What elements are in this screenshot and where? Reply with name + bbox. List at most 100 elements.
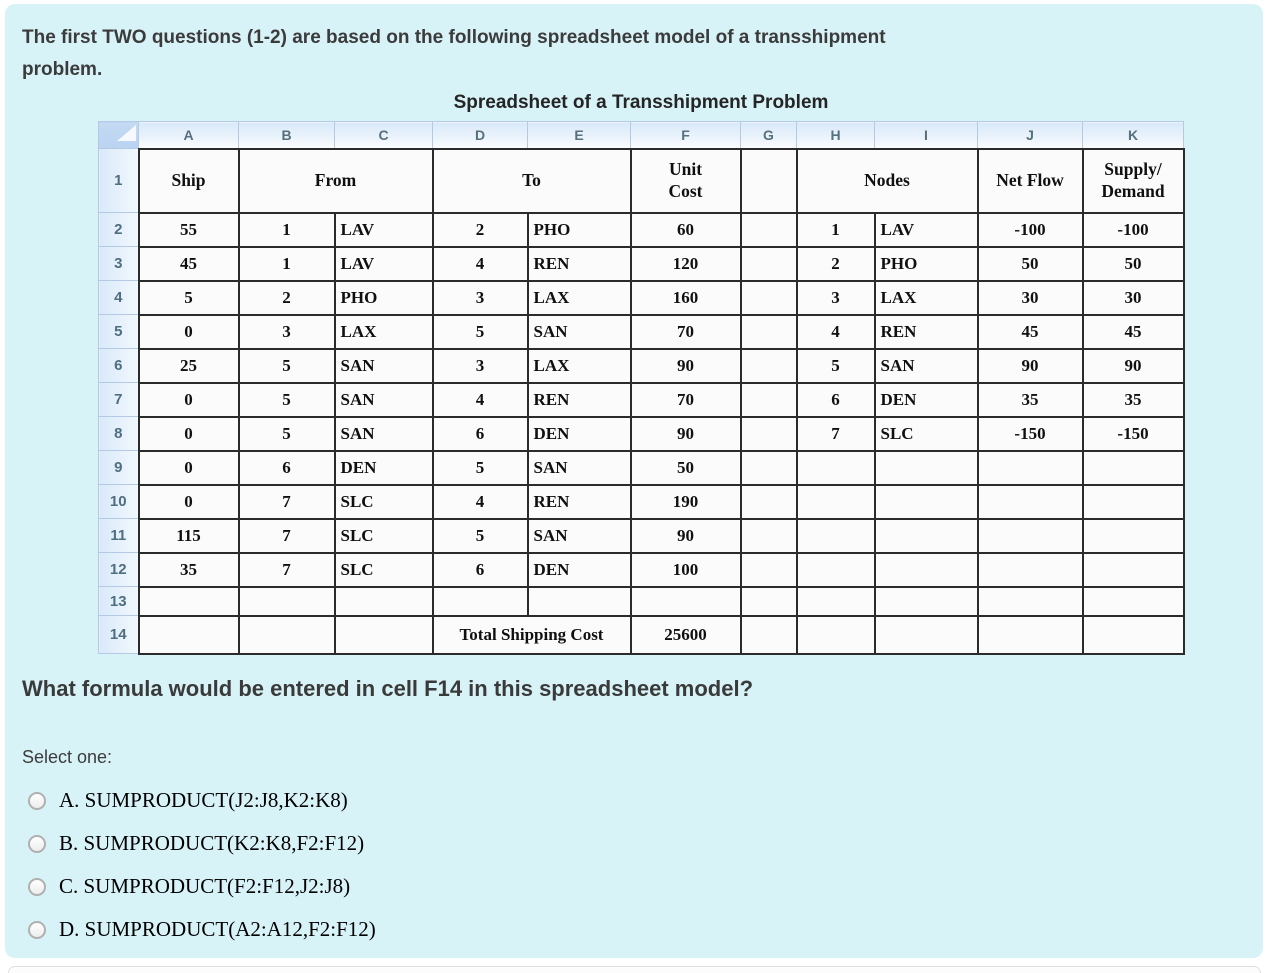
radio-option-b[interactable] — [28, 834, 46, 853]
cell-K11 — [1081, 517, 1185, 554]
corner-triangle-icon — [117, 125, 136, 141]
option-d[interactable]: D. SUMPRODUCT(A2:A12,F2:F12) — [28, 908, 376, 951]
column-header-C: C — [334, 121, 433, 149]
cell-B8: 5 — [237, 415, 336, 452]
cell-F9: 50 — [629, 449, 742, 486]
cell-H9 — [795, 449, 876, 486]
row-header-3: 3 — [98, 246, 139, 281]
cell-H2: 1 — [795, 211, 876, 248]
column-header-F: F — [630, 121, 741, 149]
cell-J14 — [976, 614, 1084, 655]
cell-A6: 25 — [137, 347, 240, 384]
row-header-2: 2 — [98, 212, 139, 247]
cell-D6: 3 — [431, 347, 529, 384]
cell-F5: 70 — [629, 313, 742, 350]
cell-E5: SAN — [526, 313, 632, 350]
row-header-12: 12 — [98, 552, 139, 587]
row-header-1: 1 — [98, 148, 139, 213]
cell-B10: 7 — [237, 483, 336, 520]
cell-F6: 90 — [629, 347, 742, 384]
cell-F4: 160 — [629, 279, 742, 316]
cell-B3: 1 — [237, 245, 336, 282]
instruction-line-1: The first TWO questions (1-2) are based … — [22, 27, 886, 48]
cell-B11: 7 — [237, 517, 336, 554]
cell-C10: SLC — [333, 483, 434, 520]
cell-H11 — [795, 517, 876, 554]
cell-J1: Net Flow — [976, 147, 1084, 214]
cell-G2 — [739, 211, 798, 248]
select-all-corner — [98, 121, 139, 149]
row-header-11: 11 — [98, 518, 139, 553]
option-a-label[interactable]: A. SUMPRODUCT(J2:J8,K2:K8) — [59, 788, 348, 812]
cell-E13 — [526, 585, 632, 617]
radio-option-d[interactable] — [28, 920, 46, 939]
cell-I7: DEN — [873, 381, 979, 418]
cell-B9: 6 — [237, 449, 336, 486]
column-header-K: K — [1082, 121, 1184, 149]
option-b[interactable]: B. SUMPRODUCT(K2:K8,F2:F12) — [28, 822, 376, 865]
cell-I5: REN — [873, 313, 979, 350]
cell-H4: 3 — [795, 279, 876, 316]
cell-I8: SLC — [873, 415, 979, 452]
cell-J6: 90 — [976, 347, 1084, 384]
cell-A9: 0 — [137, 449, 240, 486]
cell-F3: 120 — [629, 245, 742, 282]
cell-C14 — [333, 614, 434, 655]
column-header-H: H — [796, 121, 875, 149]
column-header-E: E — [527, 121, 631, 149]
option-c-label[interactable]: C. SUMPRODUCT(F2:F12,J2:J8) — [59, 874, 351, 898]
cell-B7: 5 — [237, 381, 336, 418]
cell-J10 — [976, 483, 1084, 520]
radio-option-a[interactable] — [28, 791, 46, 810]
cell-H13 — [795, 585, 876, 617]
cell-I4: LAX — [873, 279, 979, 316]
cell-D7: 4 — [431, 381, 529, 418]
cell-F14: 25600 — [629, 614, 742, 655]
cell-B13 — [237, 585, 336, 617]
cell-F1: Unit Cost — [629, 147, 742, 214]
cell-K12 — [1081, 551, 1185, 588]
cell-A8: 0 — [137, 415, 240, 452]
cell-H8: 7 — [795, 415, 876, 452]
cell-K13 — [1081, 585, 1185, 617]
cell-J5: 45 — [976, 313, 1084, 350]
cell-D11: 5 — [431, 517, 529, 554]
cell-F12: 100 — [629, 551, 742, 588]
cell-K8: -150 — [1081, 415, 1185, 452]
cell-G13 — [739, 585, 798, 617]
radio-option-c[interactable] — [28, 877, 46, 896]
cell-I10 — [873, 483, 979, 520]
column-header-I: I — [874, 121, 978, 149]
cell-F10: 190 — [629, 483, 742, 520]
column-header-G: G — [740, 121, 797, 149]
option-c[interactable]: C. SUMPRODUCT(F2:F12,J2:J8) — [28, 865, 376, 908]
cell-A5: 0 — [137, 313, 240, 350]
option-a[interactable]: A. SUMPRODUCT(J2:J8,K2:K8) — [28, 779, 376, 822]
instruction-line-2: problem. — [22, 59, 103, 81]
cell-K4: 30 — [1081, 279, 1185, 316]
cell-C6: SAN — [333, 347, 434, 384]
option-b-label[interactable]: B. SUMPRODUCT(K2:K8,F2:F12) — [59, 831, 365, 855]
cell-C12: SLC — [333, 551, 434, 588]
cell-D10: 4 — [431, 483, 529, 520]
cell-G12 — [739, 551, 798, 588]
spreadsheet: A B C D E F G H I J K 1 Ship From To Unit Cost Nodes Net … — [98, 121, 1185, 655]
option-d-label[interactable]: D. SUMPRODUCT(A2:A12,F2:F12) — [59, 917, 376, 941]
cell-J7: 35 — [976, 381, 1084, 418]
column-header-A: A — [138, 121, 239, 149]
row-header-7: 7 — [98, 382, 139, 417]
cell-I14 — [873, 614, 979, 655]
cell-C11: SLC — [333, 517, 434, 554]
cell-C7: SAN — [333, 381, 434, 418]
cell-H1: Nodes — [795, 147, 979, 214]
cell-H14 — [795, 614, 876, 655]
row-header-5: 5 — [98, 314, 139, 349]
cell-B14 — [237, 614, 336, 655]
cell-E2: PHO — [526, 211, 632, 248]
cell-J12 — [976, 551, 1084, 588]
cell-H3: 2 — [795, 245, 876, 282]
cell-B12: 7 — [237, 551, 336, 588]
cell-C13 — [333, 585, 434, 617]
cell-D2: 2 — [431, 211, 529, 248]
cell-C9: DEN — [333, 449, 434, 486]
